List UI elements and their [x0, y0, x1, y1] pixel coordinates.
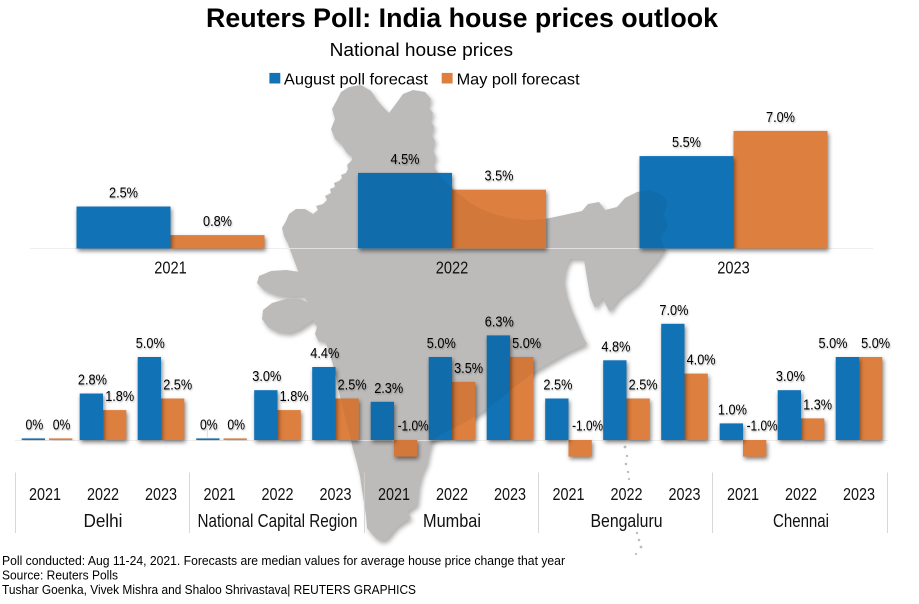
svg-text:0%: 0%	[200, 417, 218, 433]
svg-text:-1.0%: -1.0%	[572, 419, 603, 435]
svg-text:2022: 2022	[87, 484, 119, 504]
svg-text:2022: 2022	[436, 258, 469, 278]
svg-text:4.8%: 4.8%	[601, 339, 630, 355]
svg-text:6.3%: 6.3%	[485, 314, 514, 330]
svg-text:0.8%: 0.8%	[203, 214, 232, 230]
svg-text:1.3%: 1.3%	[803, 397, 832, 413]
svg-text:-1.0%: -1.0%	[747, 419, 778, 435]
svg-text:2023: 2023	[717, 258, 750, 278]
svg-text:1.8%: 1.8%	[105, 389, 134, 405]
svg-text:5.5%: 5.5%	[672, 135, 701, 151]
svg-text:0%: 0%	[227, 417, 245, 433]
svg-text:2.5%: 2.5%	[543, 378, 572, 394]
svg-text:2021: 2021	[29, 484, 61, 504]
svg-text:2022: 2022	[436, 484, 468, 504]
svg-text:5.0%: 5.0%	[427, 336, 456, 352]
svg-text:Bengaluru: Bengaluru	[591, 511, 663, 531]
svg-text:5.0%: 5.0%	[819, 336, 848, 352]
svg-text:2.5%: 2.5%	[163, 378, 192, 394]
svg-text:2021: 2021	[154, 258, 187, 278]
svg-text:Source: Reuters Polls: Source: Reuters Polls	[2, 569, 118, 583]
svg-text:2.5%: 2.5%	[629, 378, 658, 394]
svg-text:2022: 2022	[785, 484, 817, 504]
svg-text:1.0%: 1.0%	[718, 402, 747, 418]
svg-text:Poll conducted: Aug 11-24, 202: Poll conducted: Aug 11-24, 2021. Forecas…	[2, 554, 565, 568]
svg-text:Delhi: Delhi	[84, 511, 123, 531]
svg-text:3.5%: 3.5%	[485, 169, 514, 185]
svg-text:2022: 2022	[262, 484, 294, 504]
svg-text:Tushar Goenka, Vivek Mishra an: Tushar Goenka, Vivek Mishra and Shaloo S…	[2, 583, 416, 597]
svg-text:2023: 2023	[145, 484, 177, 504]
svg-text:5.0%: 5.0%	[861, 336, 890, 352]
svg-text:0%: 0%	[26, 417, 44, 433]
svg-text:1.8%: 1.8%	[280, 389, 309, 405]
svg-text:Chennai: Chennai	[773, 511, 829, 531]
svg-text:2021: 2021	[727, 484, 759, 504]
svg-text:2021: 2021	[378, 484, 410, 504]
svg-text:National Capital Region: National Capital Region	[198, 511, 358, 531]
svg-text:2023: 2023	[843, 484, 875, 504]
svg-text:7.0%: 7.0%	[766, 110, 795, 126]
svg-text:2023: 2023	[494, 484, 526, 504]
svg-text:2021: 2021	[553, 484, 585, 504]
svg-text:Mumbai: Mumbai	[423, 511, 481, 531]
svg-text:3.0%: 3.0%	[776, 369, 805, 385]
svg-text:Reuters Poll: India house pric: Reuters Poll: India house prices outlook	[206, 3, 719, 33]
svg-text:August poll forecast: August poll forecast	[284, 72, 429, 89]
svg-text:2.8%: 2.8%	[78, 373, 107, 389]
svg-text:7.0%: 7.0%	[659, 303, 688, 319]
svg-text:4.0%: 4.0%	[687, 353, 716, 369]
svg-text:2022: 2022	[611, 484, 643, 504]
svg-text:5.0%: 5.0%	[512, 336, 541, 352]
svg-text:May poll forecast: May poll forecast	[457, 72, 581, 89]
svg-text:0%: 0%	[53, 417, 71, 433]
svg-text:National house prices: National house prices	[330, 39, 513, 60]
svg-text:2023: 2023	[669, 484, 701, 504]
svg-text:2023: 2023	[320, 484, 352, 504]
svg-text:-1.0%: -1.0%	[398, 419, 429, 435]
svg-text:4.4%: 4.4%	[310, 346, 339, 362]
svg-text:5.0%: 5.0%	[136, 336, 165, 352]
svg-text:4.5%: 4.5%	[391, 152, 420, 168]
svg-text:2021: 2021	[204, 484, 236, 504]
svg-text:2.3%: 2.3%	[374, 381, 403, 397]
svg-text:2.5%: 2.5%	[338, 378, 367, 394]
svg-text:3.5%: 3.5%	[454, 361, 483, 377]
svg-text:2.5%: 2.5%	[109, 186, 138, 202]
svg-text:3.0%: 3.0%	[252, 369, 281, 385]
